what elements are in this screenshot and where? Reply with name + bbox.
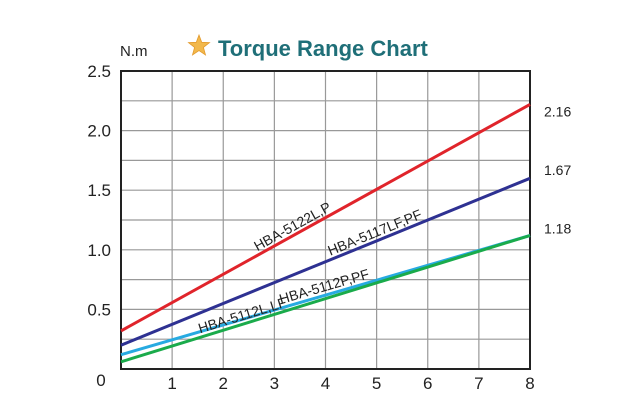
series-line — [120, 234, 531, 364]
x-tick-label: 7 — [474, 374, 483, 393]
series-line — [120, 103, 531, 333]
series-line — [120, 176, 531, 347]
x-tick-label: 6 — [423, 374, 432, 393]
x-tick-label: 4 — [321, 374, 330, 393]
right-value-labels: 2.16 1.67 1.18 — [544, 104, 571, 237]
chart-header: N.m Torque Range Chart — [120, 33, 429, 61]
y-axis-label: N.m — [120, 43, 148, 60]
x-tick-label: 2 — [219, 374, 228, 393]
x-tick-label: 3 — [270, 374, 279, 393]
y-tick-label: 2.5 — [87, 62, 111, 81]
x-tick-label: 5 — [372, 374, 381, 393]
y-tick-label: 1.0 — [87, 241, 111, 260]
series-label: HBA-5117LF,PF — [325, 206, 424, 259]
star-icon — [187, 33, 211, 56]
tick-labels: 1 2 3 4 5 6 7 8 0.5 1.0 1.5 2.0 2.5 0 — [87, 62, 534, 393]
y-tick-label: 2.0 — [87, 122, 111, 141]
x-tick-label: 1 — [167, 374, 176, 393]
star-shape — [187, 33, 211, 56]
right-value-label: 1.67 — [544, 162, 571, 178]
chart-title: Torque Range Chart — [218, 36, 429, 61]
x-tick-label: 8 — [525, 374, 534, 393]
y-tick-label: 0.5 — [87, 300, 111, 319]
right-value-label: 2.16 — [544, 104, 571, 120]
origin-label: 0 — [96, 371, 105, 390]
right-value-label: 1.18 — [544, 220, 571, 236]
grid-lines — [121, 71, 530, 369]
y-tick-label: 1.5 — [87, 181, 111, 200]
series-label: HBA-5122L,P — [251, 198, 334, 253]
plot-frame — [120, 70, 531, 370]
